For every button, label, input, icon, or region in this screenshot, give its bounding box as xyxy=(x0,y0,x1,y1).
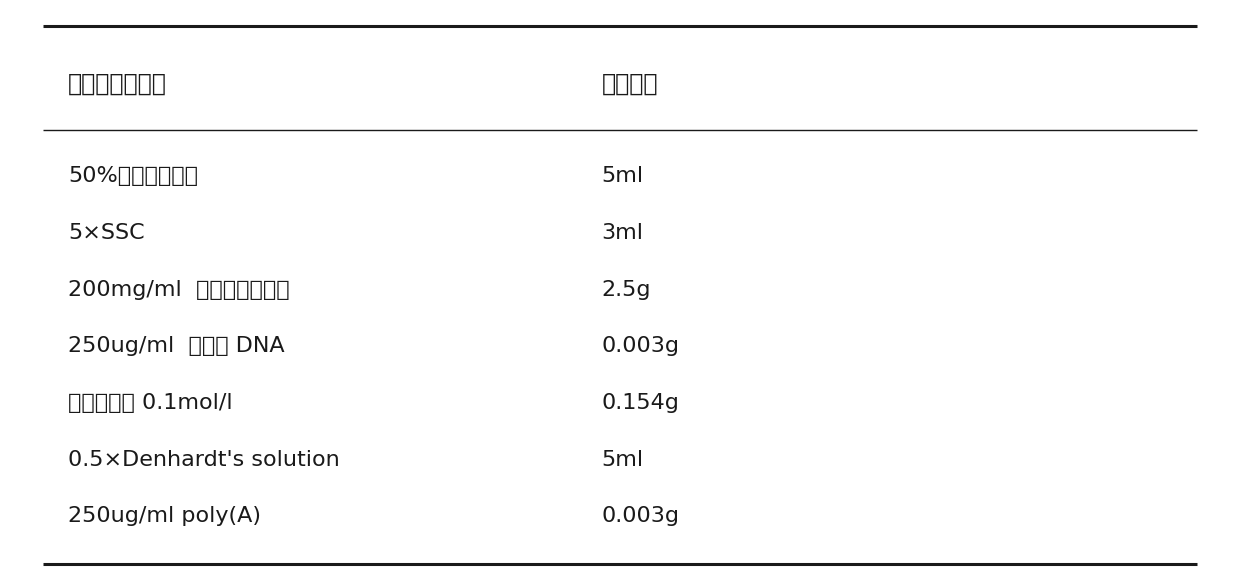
Text: 200mg/ml  右旋糖酐硫酸酯: 200mg/ml 右旋糖酐硫酸酯 xyxy=(68,280,290,299)
Text: 3ml: 3ml xyxy=(601,223,644,243)
Text: 50%去离子甲酰胺: 50%去离子甲酰胺 xyxy=(68,166,198,186)
Text: 2.5g: 2.5g xyxy=(601,280,651,299)
Text: 5ml: 5ml xyxy=(601,166,644,186)
Text: 配制剂量: 配制剂量 xyxy=(601,72,658,96)
Text: 250ug/ml  鲑鱼精 DNA: 250ug/ml 鲑鱼精 DNA xyxy=(68,336,285,356)
Text: 0.5×Denhardt's solution: 0.5×Denhardt's solution xyxy=(68,450,340,469)
Text: 0.154g: 0.154g xyxy=(601,393,680,413)
Text: 5ml: 5ml xyxy=(601,450,644,469)
Text: 核酸杂交液成分: 核酸杂交液成分 xyxy=(68,72,167,96)
Text: 250ug/ml poly(A): 250ug/ml poly(A) xyxy=(68,506,262,526)
Text: 5×SSC: 5×SSC xyxy=(68,223,145,243)
Text: 0.003g: 0.003g xyxy=(601,506,680,526)
Text: 0.003g: 0.003g xyxy=(601,336,680,356)
Text: 二硫苏糖醇 0.1mol/l: 二硫苏糖醇 0.1mol/l xyxy=(68,393,233,413)
